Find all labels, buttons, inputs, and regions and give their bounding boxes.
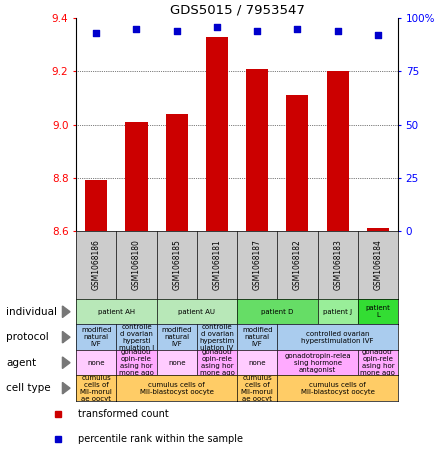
Text: GSM1068181: GSM1068181 xyxy=(212,240,221,290)
Text: modified
natural
IVF: modified natural IVF xyxy=(241,327,272,347)
Text: patient AU: patient AU xyxy=(178,309,215,315)
Bar xyxy=(205,37,227,231)
Text: none: none xyxy=(248,360,265,366)
Text: patient J: patient J xyxy=(322,309,352,315)
Text: percentile rank within the sample: percentile rank within the sample xyxy=(78,434,243,444)
Text: cumulus cells of
MII-blastocyst oocyte: cumulus cells of MII-blastocyst oocyte xyxy=(139,382,213,395)
Bar xyxy=(125,122,147,231)
Text: GSM1068187: GSM1068187 xyxy=(252,240,261,290)
Text: gonadotr
opin-rele
asing hor
mone ago: gonadotr opin-rele asing hor mone ago xyxy=(360,349,395,376)
FancyArrow shape xyxy=(62,382,70,394)
Point xyxy=(92,29,99,37)
Text: GSM1068182: GSM1068182 xyxy=(292,240,301,290)
FancyArrow shape xyxy=(62,332,70,343)
Point xyxy=(133,25,140,32)
Text: controlle
d ovarian
hypersti
mulation I: controlle d ovarian hypersti mulation I xyxy=(118,324,154,351)
Text: GSM1068184: GSM1068184 xyxy=(372,240,381,290)
Text: GSM1068180: GSM1068180 xyxy=(132,240,141,290)
Text: cumulus cells of
MII-blastocyst oocyte: cumulus cells of MII-blastocyst oocyte xyxy=(300,382,374,395)
Text: GSM1068183: GSM1068183 xyxy=(332,240,342,290)
Text: none: none xyxy=(168,360,185,366)
Text: patient
L: patient L xyxy=(365,305,389,318)
Text: individual: individual xyxy=(6,307,57,317)
Text: modified
natural
IVF: modified natural IVF xyxy=(161,327,191,347)
Point xyxy=(333,27,340,34)
Bar xyxy=(286,95,308,231)
Point xyxy=(293,25,300,32)
Point xyxy=(253,27,260,34)
Bar xyxy=(326,71,348,231)
Text: cumulus
cells of
MII-morul
ae oocyt: cumulus cells of MII-morul ae oocyt xyxy=(240,375,273,402)
Text: modified
natural
IVF: modified natural IVF xyxy=(81,327,111,347)
Text: cell type: cell type xyxy=(6,383,51,393)
Text: controlled ovarian
hyperstimulation IVF: controlled ovarian hyperstimulation IVF xyxy=(301,331,373,344)
Text: agent: agent xyxy=(6,358,36,368)
Text: GSM1068186: GSM1068186 xyxy=(92,240,101,290)
Text: gonadotropin-relea
sing hormone
antagonist: gonadotropin-relea sing hormone antagoni… xyxy=(283,353,350,373)
Text: protocol: protocol xyxy=(6,332,49,342)
Text: patient AH: patient AH xyxy=(98,309,135,315)
Text: cumulus
cells of
MII-morul
ae oocyt: cumulus cells of MII-morul ae oocyt xyxy=(79,375,112,402)
Text: gonadotr
opin-rele
asing hor
mone ago: gonadotr opin-rele asing hor mone ago xyxy=(199,349,234,376)
Text: controlle
d ovarian
hyperstim
ulation IV: controlle d ovarian hyperstim ulation IV xyxy=(199,324,234,351)
Bar xyxy=(85,180,107,231)
Point xyxy=(374,32,381,39)
Bar xyxy=(165,114,187,231)
Text: patient D: patient D xyxy=(260,309,293,315)
Text: none: none xyxy=(87,360,105,366)
Text: transformed count: transformed count xyxy=(78,409,169,419)
Point xyxy=(213,23,220,30)
FancyArrow shape xyxy=(62,306,70,318)
Title: GDS5015 / 7953547: GDS5015 / 7953547 xyxy=(169,4,304,17)
Text: gonadotr
opin-rele
asing hor
mone ago: gonadotr opin-rele asing hor mone ago xyxy=(119,349,154,376)
Point xyxy=(173,27,180,34)
FancyArrow shape xyxy=(62,357,70,368)
Bar xyxy=(366,228,388,231)
Bar xyxy=(246,69,268,231)
Text: GSM1068185: GSM1068185 xyxy=(172,240,181,290)
